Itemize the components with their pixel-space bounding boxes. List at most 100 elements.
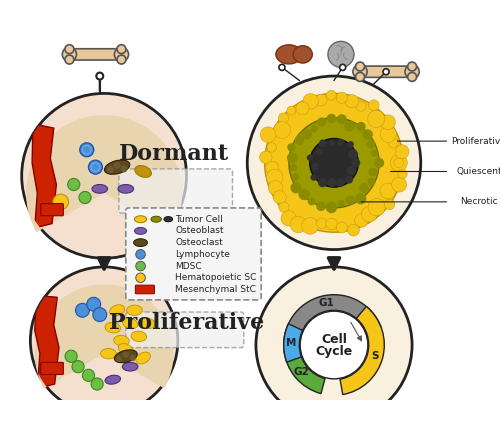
Circle shape — [319, 140, 326, 147]
Circle shape — [326, 114, 336, 123]
Circle shape — [65, 350, 77, 363]
Circle shape — [368, 199, 386, 216]
Text: Osteoclast: Osteoclast — [175, 238, 223, 247]
Ellipse shape — [136, 352, 150, 364]
Text: Cycle: Cycle — [316, 345, 352, 358]
Circle shape — [316, 201, 326, 211]
Circle shape — [62, 47, 76, 62]
Text: Necrotic: Necrotic — [460, 197, 498, 206]
Circle shape — [65, 55, 74, 64]
FancyBboxPatch shape — [448, 194, 500, 210]
FancyBboxPatch shape — [68, 49, 123, 60]
Circle shape — [340, 64, 345, 71]
Circle shape — [394, 158, 404, 168]
Ellipse shape — [118, 184, 134, 193]
Ellipse shape — [118, 343, 133, 355]
Circle shape — [336, 178, 344, 187]
Circle shape — [345, 175, 353, 184]
Circle shape — [356, 72, 364, 81]
Circle shape — [348, 224, 360, 236]
Circle shape — [136, 273, 145, 282]
Ellipse shape — [135, 166, 152, 178]
Ellipse shape — [122, 363, 138, 371]
Circle shape — [346, 196, 354, 205]
Text: Proliferative: Proliferative — [109, 312, 264, 334]
Ellipse shape — [151, 216, 162, 222]
Ellipse shape — [140, 318, 155, 329]
Circle shape — [338, 200, 345, 207]
Circle shape — [384, 199, 394, 210]
Text: MDSC: MDSC — [175, 262, 202, 270]
FancyBboxPatch shape — [119, 169, 232, 213]
Circle shape — [326, 218, 338, 230]
Circle shape — [408, 72, 416, 81]
Circle shape — [292, 173, 300, 181]
Circle shape — [65, 45, 74, 54]
Circle shape — [380, 115, 396, 130]
Text: Proliferative: Proliferative — [452, 137, 500, 146]
Circle shape — [318, 178, 327, 187]
Circle shape — [290, 164, 298, 171]
Circle shape — [312, 163, 319, 171]
Text: G1: G1 — [318, 298, 334, 308]
Polygon shape — [32, 124, 56, 228]
Circle shape — [106, 166, 114, 173]
FancyBboxPatch shape — [126, 208, 261, 300]
Ellipse shape — [293, 46, 312, 63]
Circle shape — [356, 101, 366, 111]
Circle shape — [395, 145, 409, 159]
Circle shape — [337, 114, 346, 124]
Circle shape — [392, 177, 406, 192]
Circle shape — [248, 76, 421, 250]
Circle shape — [310, 125, 318, 133]
Circle shape — [278, 113, 288, 123]
Circle shape — [362, 129, 373, 140]
Circle shape — [279, 202, 289, 212]
Text: Tumor Cell: Tumor Cell — [175, 215, 223, 224]
Circle shape — [260, 151, 272, 163]
Circle shape — [68, 178, 80, 190]
Ellipse shape — [132, 331, 146, 342]
Circle shape — [290, 182, 302, 193]
Circle shape — [308, 197, 316, 205]
Circle shape — [316, 94, 327, 106]
Ellipse shape — [134, 227, 146, 235]
Circle shape — [279, 64, 285, 71]
Circle shape — [72, 361, 84, 373]
Circle shape — [288, 143, 296, 152]
Circle shape — [328, 42, 354, 67]
Text: G2: G2 — [294, 367, 310, 377]
Circle shape — [374, 158, 384, 168]
Ellipse shape — [134, 239, 147, 247]
Circle shape — [329, 140, 334, 146]
Polygon shape — [34, 296, 59, 388]
Circle shape — [370, 150, 378, 157]
Circle shape — [260, 127, 276, 143]
Ellipse shape — [134, 216, 146, 223]
Circle shape — [328, 178, 336, 187]
FancyBboxPatch shape — [126, 312, 244, 348]
Circle shape — [295, 135, 304, 145]
Ellipse shape — [105, 375, 120, 384]
Circle shape — [346, 166, 356, 175]
Circle shape — [281, 211, 296, 226]
Wedge shape — [26, 115, 182, 232]
Circle shape — [30, 267, 178, 414]
Circle shape — [354, 214, 368, 227]
Circle shape — [302, 217, 318, 234]
Circle shape — [300, 311, 368, 379]
Circle shape — [114, 162, 120, 169]
Circle shape — [117, 45, 126, 54]
Ellipse shape — [138, 168, 148, 175]
Ellipse shape — [126, 305, 142, 315]
Circle shape — [88, 160, 102, 174]
Circle shape — [376, 158, 384, 167]
Circle shape — [355, 193, 366, 205]
Ellipse shape — [122, 318, 138, 329]
Circle shape — [76, 303, 90, 317]
Circle shape — [352, 160, 358, 166]
Wedge shape — [284, 348, 325, 394]
Ellipse shape — [92, 184, 108, 193]
Text: Mesenchymal StC: Mesenchymal StC — [175, 285, 256, 294]
Circle shape — [93, 308, 106, 321]
